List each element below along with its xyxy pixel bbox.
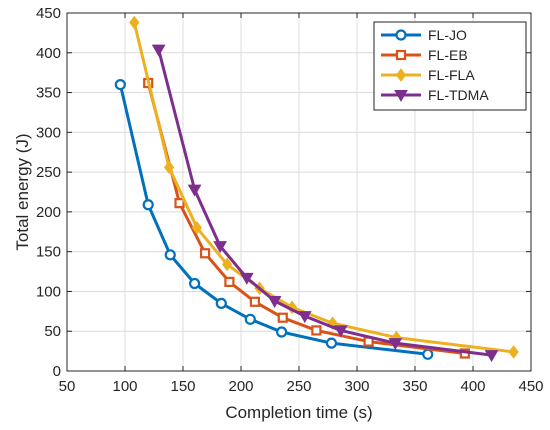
x-tick-label: 150 [170,378,195,395]
y-tick-label: 100 [36,283,61,300]
y-axis-label: Total energy (J) [13,133,32,250]
series-fl-tdma [151,44,499,363]
data-point-fl-tdma [239,272,254,285]
data-point-fl-tdma [388,338,403,351]
y-tick-label: 350 [36,85,61,102]
x-tick-label: 100 [112,378,137,395]
legend-entry-fl-jo: FL-JO [381,27,467,43]
x-tick-label: 300 [344,378,369,395]
legend-marker-fl-jo [395,29,407,41]
data-point-fl-tdma [151,44,166,57]
data-point-fl-eb [249,296,261,307]
series-fl-eb [143,77,470,359]
y-tick-label: 300 [36,124,61,141]
data-point-fl-jo [244,313,256,325]
series-fl-jo [114,78,434,360]
x-tick-label: 200 [228,378,253,395]
data-point-fl-fla [163,160,175,175]
x-tick-label: 400 [460,378,485,395]
axis-ticks: 50 100 150 200 250 300 350 400 45005010015020025… [36,5,544,395]
data-point-fl-fla [508,345,519,359]
data-point-fl-fla [191,220,203,235]
x-axis-label: Completion time (s) [225,403,372,422]
y-tick-label: 450 [36,5,61,22]
data-point-fl-jo [189,277,201,290]
data-point-fl-eb [174,198,185,209]
data-point-fl-eb [277,312,288,323]
y-tick-label: 50 [44,323,61,340]
data-point-fl-fla [129,15,140,30]
y-tick-label: 200 [36,204,61,221]
series-layer [114,15,519,363]
x-tick-label: 50 [59,378,76,395]
data-point-fl-eb [311,325,322,336]
data-point-fl-jo [422,348,434,360]
data-point-fl-tdma [213,241,227,254]
grid-lines [67,13,531,371]
data-point-fl-tdma [333,325,348,338]
legend: FL-JO FL-EB FL-FLA FL-TDMA [373,21,527,111]
x-tick-label: 450 [518,378,543,395]
data-point-fl-jo [215,297,227,309]
legend-label-fl-eb: FL-EB [428,47,468,63]
legend-label-fl-tdma: FL-TDMA [428,87,489,103]
data-point-fl-jo [276,326,288,338]
data-point-fl-eb [224,276,235,287]
legend-label-fl-fla: FL-FLA [428,67,475,83]
data-point-fl-tdma [267,295,282,308]
legend-entry-fl-fla: FL-FLA [381,67,475,83]
data-point-fl-jo [142,199,154,211]
data-point-fl-tdma [484,350,499,363]
data-point-fl-jo [164,249,176,261]
y-tick-label: 250 [36,164,61,181]
x-tick-label: 350 [402,378,427,395]
data-point-fl-jo [325,337,338,349]
y-tick-label: 0 [53,363,61,380]
data-point-fl-fla [221,257,233,272]
legend-label-fl-jo: FL-JO [428,27,467,43]
legend-marker-fl-eb [395,49,407,61]
x-tick-label: 250 [286,378,311,395]
data-point-fl-tdma [187,184,202,197]
legend-entry-fl-eb: FL-EB [381,47,468,63]
y-tick-label: 400 [36,45,61,62]
data-point-fl-tdma [297,311,312,324]
legend-entry-fl-tdma: FL-TDMA [381,87,489,103]
y-tick-label: 150 [36,244,61,261]
data-point-fl-jo [114,78,126,91]
legend-marker-fl-fla [395,68,407,82]
legend-marker-fl-tdma [394,90,408,103]
data-point-fl-eb [199,248,211,259]
